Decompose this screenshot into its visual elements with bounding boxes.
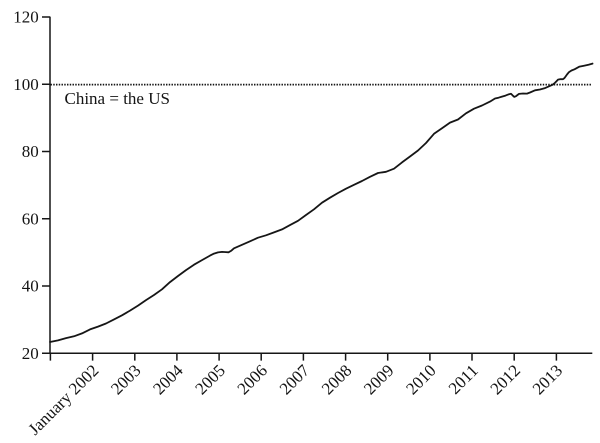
svg-text:20: 20 (22, 344, 39, 363)
svg-text:60: 60 (22, 209, 39, 228)
svg-text:40: 40 (22, 277, 39, 296)
svg-text:120: 120 (13, 8, 39, 27)
svg-text:100: 100 (13, 75, 39, 94)
svg-text:China = the US: China = the US (65, 89, 170, 108)
svg-text:80: 80 (22, 142, 39, 161)
